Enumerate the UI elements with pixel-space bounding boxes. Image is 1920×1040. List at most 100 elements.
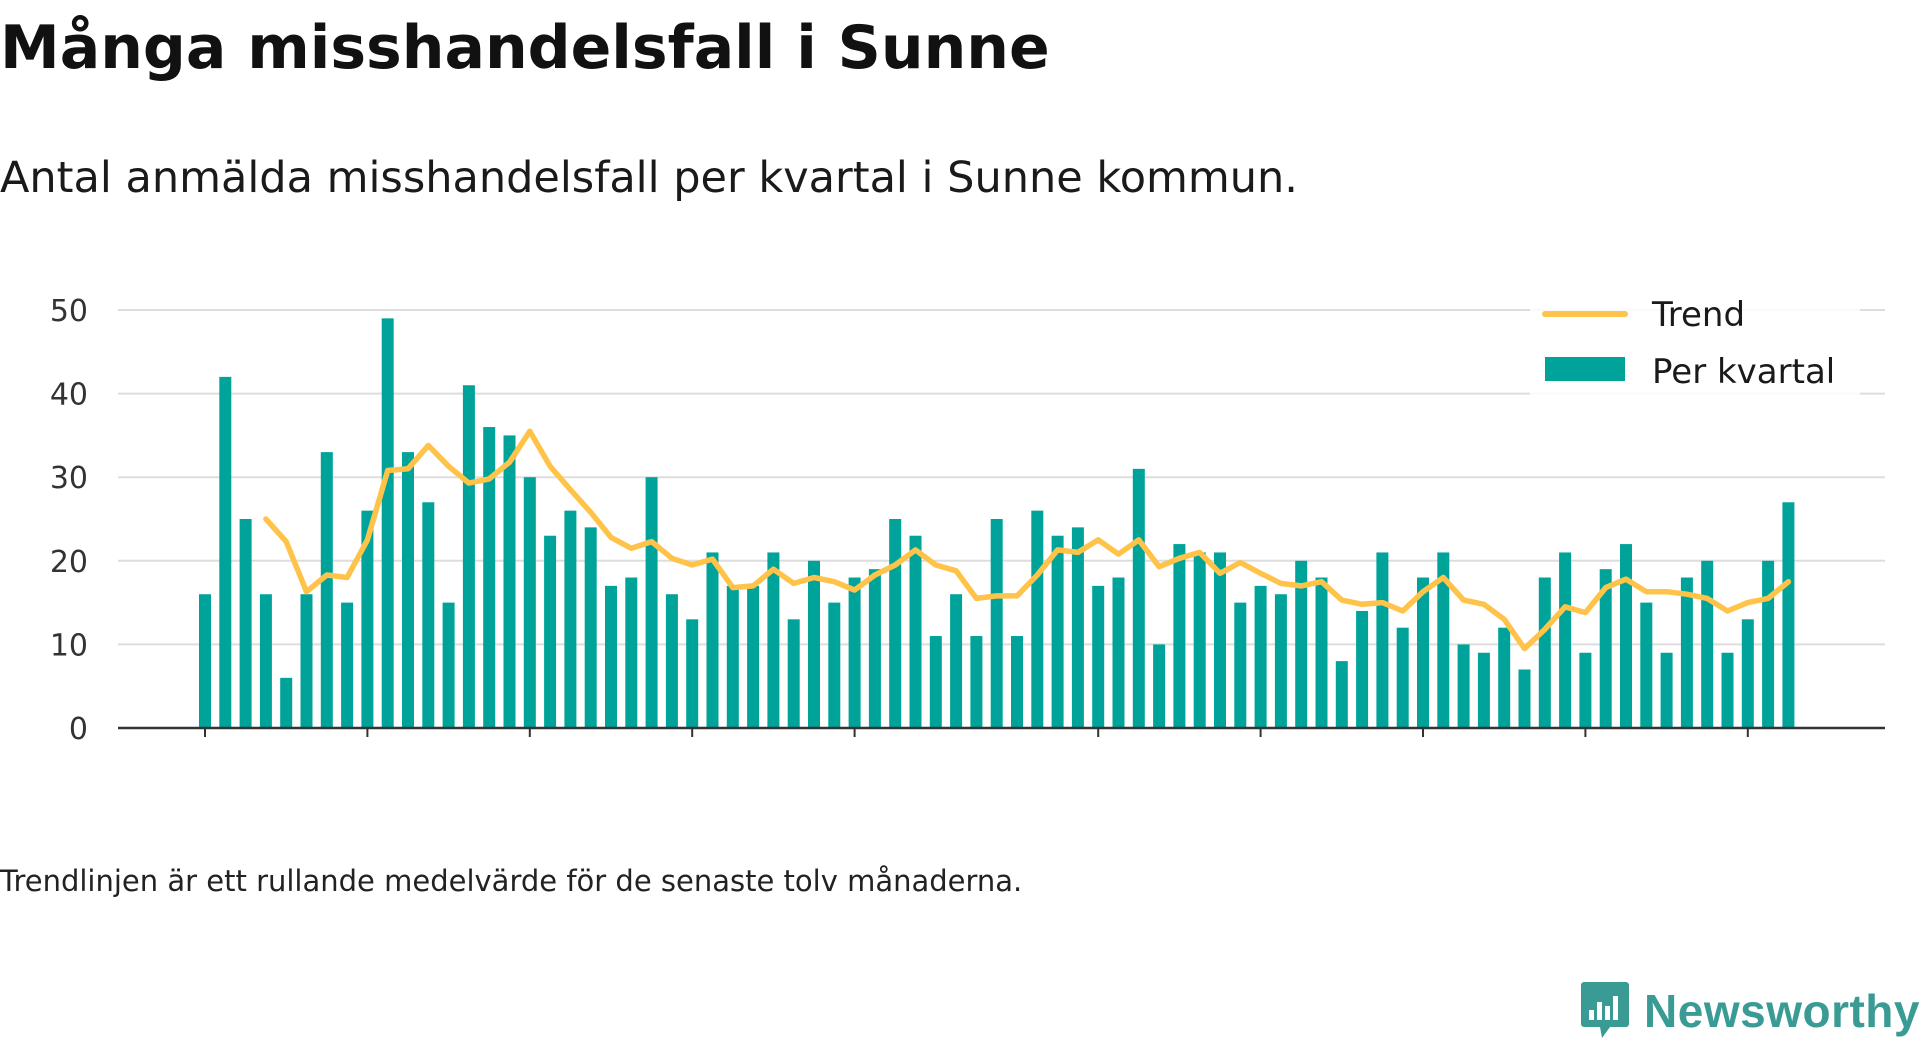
bar bbox=[1214, 552, 1226, 728]
y-tick-label: 50 bbox=[50, 294, 88, 329]
legend: Trend Per kvartal bbox=[1530, 288, 1860, 396]
bar bbox=[1173, 544, 1186, 728]
bar-series bbox=[199, 318, 1795, 728]
bar bbox=[381, 318, 394, 728]
bar bbox=[1092, 585, 1105, 728]
axes: 0102030405020062008201020122014201720192… bbox=[50, 294, 1885, 740]
bar bbox=[1559, 552, 1572, 728]
bar bbox=[402, 452, 414, 728]
bar bbox=[544, 535, 557, 728]
bar bbox=[950, 594, 963, 728]
footnote: Trendlinjen är ett rullande medelvärde f… bbox=[0, 864, 1023, 898]
chart-subtitle: Antal anmälda misshandelsfall per kvarta… bbox=[0, 153, 1298, 203]
bar bbox=[1741, 619, 1754, 728]
chart: 0102030405020062008201020122014201720192… bbox=[50, 288, 1885, 740]
brand: Newsworthy bbox=[1580, 978, 1920, 1040]
bar bbox=[686, 619, 699, 728]
bar bbox=[706, 552, 719, 728]
bar bbox=[828, 602, 841, 728]
y-tick-label: 30 bbox=[50, 461, 88, 496]
bar bbox=[341, 602, 354, 728]
bar bbox=[1376, 552, 1389, 728]
bar bbox=[1721, 652, 1734, 728]
bar bbox=[1132, 468, 1145, 728]
bar bbox=[1193, 552, 1206, 728]
bar bbox=[970, 636, 983, 728]
bar bbox=[726, 585, 739, 728]
bar bbox=[503, 435, 516, 728]
bar bbox=[483, 427, 496, 728]
y-tick-label: 40 bbox=[50, 378, 88, 413]
bar bbox=[1153, 644, 1166, 728]
bar bbox=[889, 519, 902, 728]
legend-trend-label: Trend bbox=[1651, 295, 1745, 335]
bar bbox=[645, 477, 658, 728]
bar bbox=[1071, 527, 1084, 728]
bar bbox=[320, 452, 333, 728]
bar bbox=[1437, 552, 1450, 728]
brand-name: Newsworthy bbox=[1644, 985, 1920, 1037]
bar bbox=[868, 569, 881, 728]
bar bbox=[1640, 602, 1653, 728]
trend-series bbox=[263, 428, 1792, 652]
bar bbox=[767, 552, 780, 728]
bar bbox=[787, 619, 800, 728]
chart-title: Många misshandelsfall i Sunne bbox=[0, 13, 1050, 83]
bar bbox=[280, 677, 293, 728]
bar bbox=[1315, 577, 1328, 728]
bar bbox=[1762, 560, 1775, 728]
bar bbox=[422, 502, 435, 728]
newsworthy-logo-icon bbox=[1581, 982, 1630, 1038]
bar bbox=[199, 594, 211, 728]
bar bbox=[1579, 652, 1592, 728]
bar bbox=[523, 477, 536, 728]
bar bbox=[1518, 669, 1531, 728]
y-tick-label: 20 bbox=[50, 545, 88, 580]
legend-bar-label: Per kvartal bbox=[1652, 352, 1835, 392]
bar bbox=[1396, 627, 1409, 728]
bar bbox=[1782, 502, 1795, 728]
bar bbox=[259, 594, 272, 728]
bar bbox=[909, 535, 922, 728]
bar bbox=[1335, 661, 1348, 728]
bar bbox=[300, 594, 313, 728]
bar bbox=[1031, 510, 1044, 728]
bar bbox=[1477, 652, 1490, 728]
legend-bar-swatch bbox=[1545, 357, 1625, 381]
bar bbox=[747, 585, 760, 728]
bar bbox=[929, 636, 942, 728]
bar bbox=[1011, 636, 1023, 728]
bar bbox=[462, 385, 475, 728]
bar bbox=[1457, 644, 1470, 728]
bar bbox=[1498, 627, 1511, 728]
bar bbox=[584, 527, 597, 728]
bar bbox=[1417, 577, 1429, 728]
bar bbox=[219, 376, 232, 728]
bar bbox=[1660, 652, 1673, 728]
bar bbox=[1254, 585, 1267, 728]
bar bbox=[605, 585, 617, 728]
bar bbox=[1599, 569, 1612, 728]
y-tick-label: 0 bbox=[69, 712, 88, 740]
trend-line bbox=[263, 428, 1792, 652]
bar bbox=[239, 519, 252, 728]
bar bbox=[665, 594, 678, 728]
bar bbox=[1295, 560, 1308, 728]
bar bbox=[1620, 544, 1632, 728]
bar bbox=[1274, 594, 1287, 728]
bar bbox=[1112, 577, 1125, 728]
bar bbox=[1680, 577, 1693, 728]
bar bbox=[848, 577, 861, 728]
bar bbox=[990, 519, 1003, 728]
bar bbox=[1051, 535, 1064, 728]
bar bbox=[361, 510, 374, 728]
bar bbox=[1356, 610, 1369, 728]
bar bbox=[564, 510, 577, 728]
bar bbox=[808, 560, 820, 728]
bar bbox=[1538, 577, 1551, 728]
bar bbox=[1701, 560, 1714, 728]
bar bbox=[625, 577, 638, 728]
bar bbox=[442, 602, 455, 728]
bar bbox=[1234, 602, 1247, 728]
y-tick-label: 10 bbox=[50, 628, 88, 663]
